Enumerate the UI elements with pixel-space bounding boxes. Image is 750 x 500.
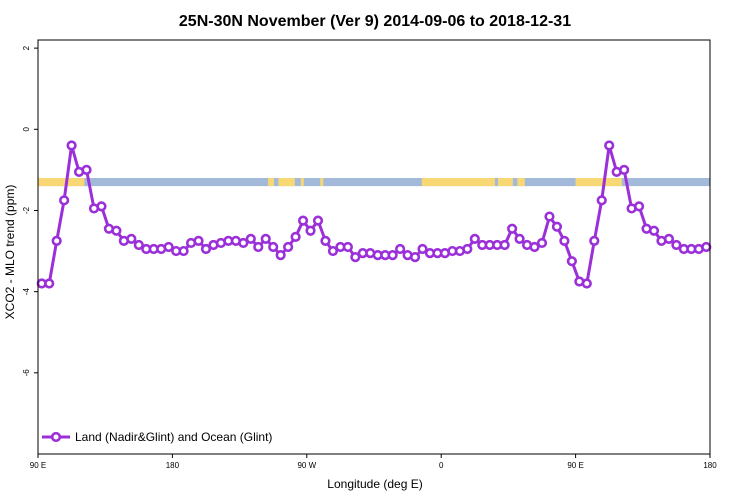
legend: Land (Nadir&Glint) and Ocean (Glint) [42, 430, 272, 444]
data-point [59, 195, 70, 206]
data-point [604, 140, 615, 151]
land-band-segment-1 [267, 178, 274, 187]
data-point [253, 241, 264, 253]
plot-frame [37, 39, 711, 455]
data-point [320, 235, 331, 247]
legend-entry-0: Land (Nadir&Glint) and Ocean (Glint) [75, 430, 272, 444]
data-point [275, 250, 286, 261]
data-point [327, 245, 339, 257]
chart-title: 25N-30N November (Ver 9) 2014-09-06 to 2… [179, 13, 571, 30]
data-point [514, 233, 525, 244]
series-points-group [36, 140, 712, 289]
data-point [671, 239, 682, 251]
data-point [507, 223, 518, 234]
data-point [283, 241, 294, 253]
data-point [290, 231, 301, 242]
data-point [305, 225, 316, 236]
data-point [96, 201, 107, 212]
data-point [133, 239, 144, 251]
data-point [409, 252, 421, 263]
data-point [342, 241, 353, 253]
data-point [619, 164, 630, 175]
data-point [648, 225, 660, 236]
data-point [193, 235, 204, 247]
data-point [81, 164, 92, 175]
x-tick-label: 90 W [297, 461, 316, 470]
data-point [312, 215, 324, 226]
data-point [559, 235, 570, 247]
data-point [111, 225, 122, 236]
land-band-segment-4 [320, 178, 324, 187]
land-band-segment-6 [497, 178, 513, 187]
data-point [387, 250, 398, 261]
y-axis: 2 0 -2 -4 -6 [22, 45, 38, 376]
series-line-0 [41, 144, 707, 285]
ocean-band [38, 178, 710, 187]
data-point [589, 235, 600, 247]
data-point [350, 252, 361, 263]
data-point [238, 237, 249, 249]
y-tick-label: -4 [22, 288, 31, 296]
data-point [536, 237, 548, 249]
data-point [499, 239, 510, 251]
y-tick-label: -6 [22, 369, 31, 377]
data-point [566, 256, 577, 267]
land-band-segment-0 [38, 178, 85, 187]
x-axis: 90 E 180 90 W 0 90 E 180 [30, 454, 717, 470]
y-tick-label: 2 [22, 45, 31, 50]
y-axis-label: XCO2 - MLO trend (ppm) [3, 185, 17, 320]
data-point [200, 243, 212, 255]
data-point [633, 201, 645, 212]
data-point [178, 245, 189, 257]
data-point [544, 211, 555, 222]
series-line-group [41, 144, 707, 285]
data-point [163, 241, 174, 253]
land-band-segment-5 [421, 178, 495, 187]
data-point [66, 140, 77, 151]
data-point [245, 233, 256, 244]
data-point [395, 243, 406, 255]
land-band-segment-2 [278, 178, 295, 187]
data-point [551, 221, 563, 232]
data-point [469, 233, 480, 244]
x-axis-label: Longitude (deg E) [327, 477, 422, 491]
land-band-segment-8 [575, 178, 622, 187]
data-point [44, 278, 55, 289]
legend-marker-swatch [50, 431, 62, 443]
x-tick-label: 90 E [567, 461, 583, 470]
data-point [529, 241, 540, 253]
data-point [297, 215, 309, 226]
data-point [701, 241, 712, 253]
surface-band [38, 178, 710, 187]
land-band-segment-7 [517, 178, 525, 187]
data-point [51, 235, 62, 247]
data-point [417, 243, 428, 255]
x-tick-label: 180 [166, 461, 180, 470]
data-point [126, 233, 137, 244]
data-point [260, 233, 271, 244]
data-point [462, 243, 473, 255]
data-point [596, 195, 607, 206]
x-tick-label: 0 [439, 461, 444, 470]
x-tick-label: 180 [703, 461, 717, 470]
y-tick-label: -2 [22, 206, 31, 214]
y-tick-label: 0 [22, 127, 31, 132]
data-point [581, 278, 592, 289]
land-band-segment-3 [300, 178, 304, 187]
data-point [268, 241, 279, 253]
x-tick-label: 90 E [30, 461, 46, 470]
data-point [663, 233, 675, 244]
